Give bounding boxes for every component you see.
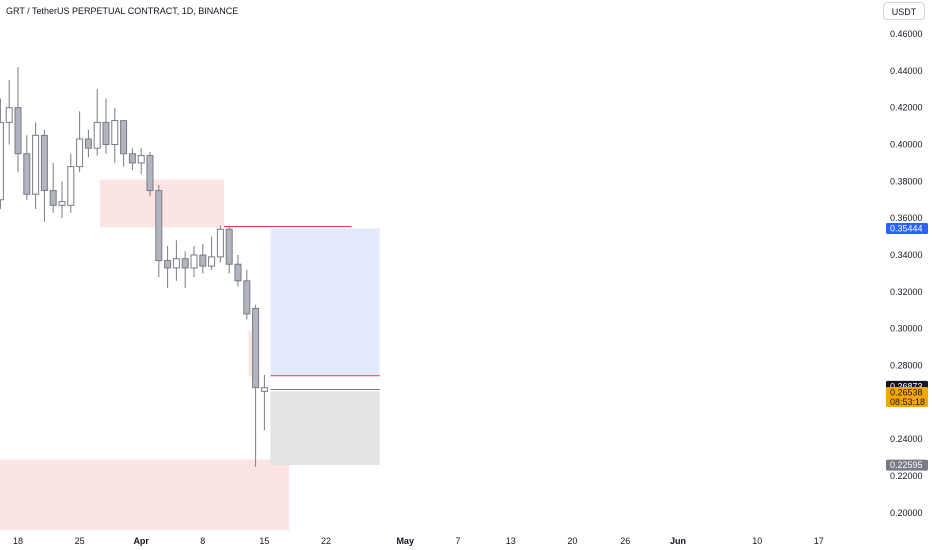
x-tick-label: 17	[814, 536, 824, 546]
x-tick-label: 20	[567, 536, 577, 546]
candle-body	[216, 228, 224, 258]
y-tick-label: 0.20000	[890, 508, 923, 518]
candle-body	[67, 166, 75, 206]
candle-body	[225, 228, 233, 265]
candle-body	[32, 134, 40, 195]
candles-layer	[0, 67, 268, 467]
candle-body	[181, 258, 189, 269]
price-tag-label: 0.35444	[890, 224, 923, 234]
currency-unit-button[interactable]: USDT	[883, 2, 925, 20]
x-tick-label: Jun	[670, 536, 686, 546]
candle-body	[164, 260, 172, 269]
y-tick-label: 0.38000	[890, 176, 923, 186]
candle-body	[260, 387, 268, 392]
candle-body	[146, 155, 154, 192]
price-tag-label: 0.26538	[890, 387, 923, 397]
candle-body	[5, 107, 13, 123]
candle-body	[208, 256, 216, 267]
y-tick-label: 0.40000	[890, 140, 923, 150]
candle-body	[102, 121, 110, 146]
candle-body	[84, 138, 92, 149]
zone-red-1	[248, 330, 253, 377]
y-tick-label: 0.30000	[890, 324, 923, 334]
y-tick-label: 0.36000	[890, 213, 923, 223]
x-tick-label: May	[396, 536, 414, 546]
x-tick-label: 7	[455, 536, 460, 546]
lines-layer	[223, 225, 380, 391]
zone-grey-4	[270, 391, 380, 466]
candle-body	[252, 307, 260, 389]
candle-body	[172, 258, 180, 269]
zone-blue-3	[270, 228, 380, 376]
x-tick-label: Apr	[133, 536, 149, 546]
y-tick-label: 0.46000	[890, 29, 923, 39]
candle-body	[23, 153, 31, 195]
candle-body	[120, 120, 128, 155]
candle-body	[111, 120, 119, 146]
price-tag-grey	[886, 459, 928, 471]
x-tick-label: 15	[259, 536, 269, 546]
x-tick-label: 8	[200, 536, 205, 546]
candle-body	[49, 190, 57, 206]
candle-body	[190, 254, 198, 269]
y-tick-label: 0.34000	[890, 250, 923, 260]
y-tick-label: 0.42000	[890, 103, 923, 113]
price-tag-label: 0.26873	[890, 381, 923, 391]
candle-body	[137, 155, 145, 164]
candle-body	[199, 254, 207, 267]
price-tag-orange	[886, 386, 928, 407]
candle-body	[40, 134, 48, 192]
y-tick-label: 0.24000	[890, 434, 923, 444]
candle-body	[76, 138, 84, 168]
price-tag-label: 0.22595	[890, 460, 923, 470]
y-axis[interactable]: 0.46000 0.44000 0.42000 0.40000 0.38000 0.360…	[890, 29, 923, 518]
x-tick-label: 18	[13, 536, 23, 546]
y-tick-label: 0.32000	[890, 287, 923, 297]
x-tick-label: 25	[75, 536, 85, 546]
y-tick-label: 0.22000	[890, 471, 923, 481]
price-tag-countdown: 08:53:18	[890, 397, 925, 407]
x-axis[interactable]: 18 25 Apr 8 15 22 May 7 13 20 26 Jun 10 17	[13, 536, 824, 546]
y-tick-label: 0.28000	[890, 361, 923, 371]
candle-body	[234, 263, 242, 282]
candle-body	[155, 190, 163, 262]
x-tick-label: 22	[321, 536, 331, 546]
y-tick-label: 0.44000	[890, 66, 923, 76]
x-tick-label: 26	[620, 536, 630, 546]
chart-title: GRT / TetherUS PERPETUAL CONTRACT, 1D, B…	[6, 6, 239, 16]
x-tick-label: 13	[506, 536, 516, 546]
candle-body	[14, 107, 22, 155]
candle-body	[58, 201, 66, 206]
candle-body	[243, 280, 251, 315]
zones-layer	[0, 179, 380, 530]
zone-red-2	[0, 459, 290, 530]
candle-body	[0, 121, 4, 201]
candle-body	[128, 153, 136, 164]
x-tick-label: 10	[752, 536, 762, 546]
candle-body	[93, 121, 101, 149]
price-tag-blue	[886, 223, 928, 235]
